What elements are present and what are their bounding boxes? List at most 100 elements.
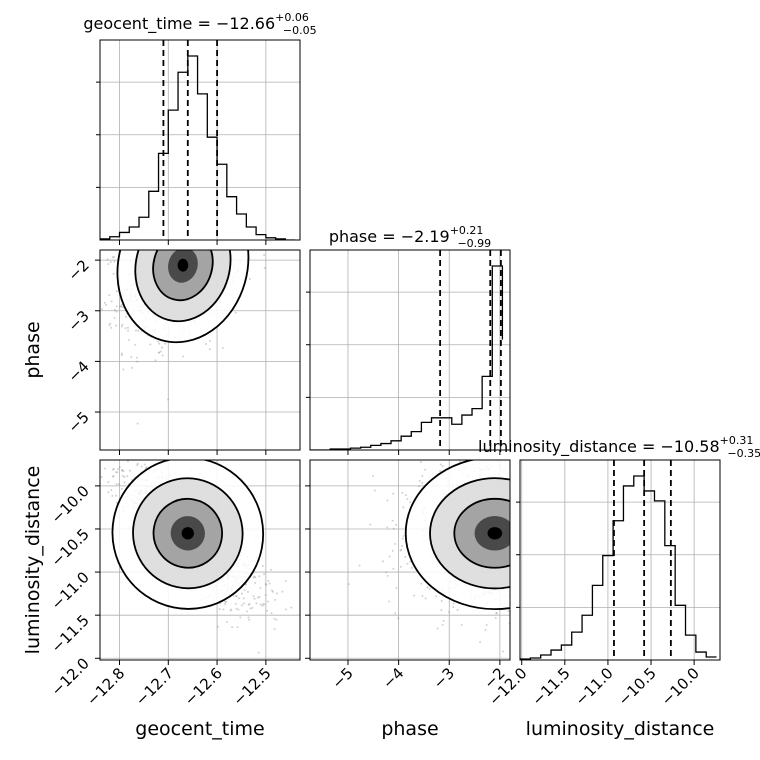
sample-point: [557, 481, 559, 483]
sample-point: [534, 595, 536, 597]
sample-point: [137, 246, 139, 248]
sample-point: [247, 603, 250, 606]
sample-point: [526, 502, 528, 504]
sample-point: [115, 471, 118, 474]
sample-point: [221, 346, 224, 349]
sample-point: [512, 541, 514, 543]
sample-point: [517, 509, 519, 511]
sample-point: [221, 195, 223, 197]
sample-point: [115, 324, 118, 327]
sample-point: [110, 326, 113, 329]
sample-point: [529, 479, 531, 481]
sample-point: [553, 573, 555, 575]
sample-point: [208, 242, 210, 244]
sample-point: [549, 559, 551, 561]
sample-point: [190, 225, 192, 227]
sample-point: [113, 260, 116, 263]
sample-point: [551, 496, 553, 498]
sample-point: [546, 516, 548, 518]
sample-point: [538, 559, 540, 561]
sample-point: [545, 560, 547, 562]
sample-point: [127, 326, 130, 329]
sample-point: [235, 235, 237, 237]
sample-point: [543, 559, 545, 561]
sample-point: [212, 221, 214, 223]
sample-point: [119, 305, 122, 308]
sample-point: [275, 618, 278, 621]
sample-point: [176, 227, 178, 229]
sample-point: [512, 484, 514, 486]
sample-point: [538, 546, 540, 548]
sample-point: [166, 231, 168, 233]
tick-label-x: −3: [430, 664, 458, 692]
sample-point: [230, 608, 233, 611]
sample-point: [262, 603, 265, 606]
sample-point: [569, 529, 571, 531]
sample-point: [238, 597, 241, 600]
sample-point: [526, 628, 528, 630]
sample-point: [534, 524, 536, 526]
sample-point: [222, 170, 224, 172]
sample-point: [184, 222, 186, 224]
sample-point: [441, 623, 444, 626]
sample-point: [155, 454, 157, 456]
sample-point: [196, 247, 198, 249]
tick-label-x: −12.8: [83, 664, 128, 709]
sample-point: [541, 535, 543, 537]
sample-point: [171, 246, 173, 248]
sample-point: [515, 536, 517, 538]
sample-point: [513, 508, 515, 510]
sample-point: [556, 534, 558, 536]
sample-point: [202, 212, 204, 214]
sample-point: [251, 207, 253, 209]
sample-point: [178, 223, 180, 225]
sample-point: [191, 232, 193, 234]
sample-point: [157, 340, 160, 343]
sample-point: [554, 517, 556, 519]
sample-point: [541, 563, 543, 565]
sample-point: [522, 467, 524, 469]
sample-point: [523, 566, 525, 568]
sample-point: [553, 541, 555, 543]
sample-point: [212, 244, 214, 246]
sample-point: [555, 549, 557, 551]
sample-point: [554, 525, 556, 527]
sample-point: [541, 599, 543, 601]
sample-point: [198, 232, 200, 234]
sample-point: [576, 571, 578, 573]
sample-point: [567, 526, 569, 528]
sample-point: [543, 507, 545, 509]
sample-point: [578, 551, 580, 553]
sample-point: [570, 530, 572, 532]
sample-point: [268, 582, 271, 585]
sample-point: [479, 640, 482, 643]
sample-point: [542, 529, 544, 531]
sample-point: [547, 476, 549, 478]
sample-point: [181, 228, 183, 230]
sample-point: [182, 234, 184, 236]
sample-point: [180, 216, 182, 218]
sample-point: [198, 210, 200, 212]
sample-point: [222, 214, 224, 216]
panel-geocent_time-geocent_time: [96, 39, 301, 245]
sample-point: [549, 581, 551, 583]
sample-point: [515, 497, 517, 499]
sample-point: [553, 477, 555, 479]
sample-point: [177, 211, 179, 213]
sample-point: [211, 247, 213, 249]
sample-point: [535, 565, 537, 567]
sample-point: [218, 214, 220, 216]
sample-point: [541, 590, 543, 592]
sample-point: [523, 484, 525, 486]
sample-point: [469, 437, 471, 439]
sample-point: [248, 618, 251, 621]
sample-point: [231, 228, 233, 230]
sample-point: [533, 546, 535, 548]
sample-point: [556, 505, 558, 507]
sample-point: [552, 497, 554, 499]
sample-point: [513, 539, 515, 541]
sample-point: [113, 316, 116, 319]
sample-point: [233, 220, 235, 222]
sample-point: [200, 237, 202, 239]
